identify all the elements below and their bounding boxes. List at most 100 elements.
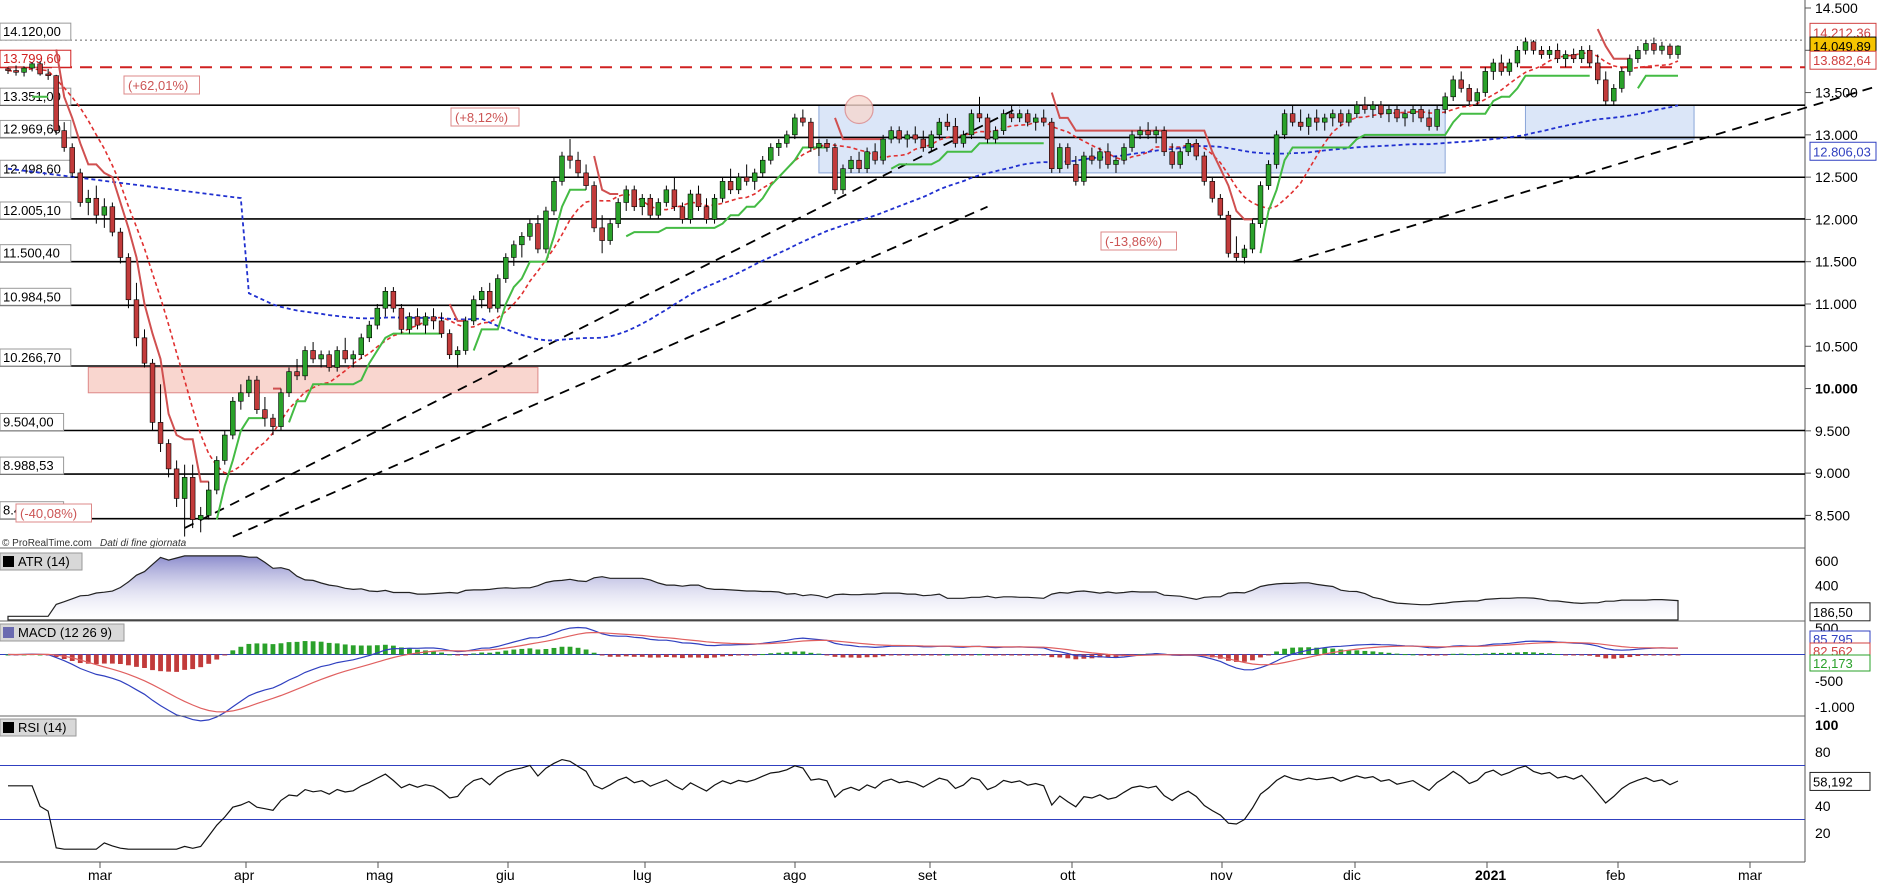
candle-body <box>1410 109 1416 115</box>
macd-hist-bar <box>1362 650 1368 655</box>
candle-body <box>1659 45 1665 51</box>
macd-hist-bar <box>439 652 444 655</box>
macd-hist-bar <box>230 650 236 655</box>
macd-hist-bar <box>134 654 139 667</box>
level-label-box <box>0 201 72 220</box>
macd-hist-bar <box>310 641 316 655</box>
candle-body <box>125 257 132 301</box>
candle-body <box>189 477 196 520</box>
annotation-label: (-13,86%) <box>1105 234 1162 249</box>
candle-body <box>438 320 445 334</box>
candle-body <box>840 168 846 191</box>
candle-body <box>1193 143 1199 157</box>
candle-body <box>751 172 758 182</box>
candle-body <box>165 443 172 470</box>
candle-body <box>69 147 75 174</box>
macd-hist-bar <box>1017 654 1023 656</box>
candle-body <box>149 362 156 423</box>
candle-body <box>1635 49 1641 60</box>
candle-body <box>856 159 862 169</box>
candle-body <box>1627 58 1633 72</box>
price-tag-label: 14.049,89 <box>1813 39 1871 54</box>
macd-hist-bar <box>744 654 750 656</box>
candle-body <box>992 130 999 140</box>
candle-body <box>880 138 886 161</box>
candle-body <box>495 278 501 309</box>
candle-body <box>944 121 951 127</box>
macd-hist-bar <box>800 651 806 655</box>
macd-hist-bar <box>1434 654 1440 656</box>
macd-hist-bar <box>126 654 131 666</box>
candle-body <box>462 320 469 351</box>
macd-hist-bar <box>190 654 196 670</box>
level-label: 11.500,40 <box>3 246 60 261</box>
candle-body <box>920 138 926 148</box>
supertrend-line <box>215 417 265 520</box>
macd-hist-bar <box>720 654 725 657</box>
candle-body <box>1619 71 1625 89</box>
macd-hist-bar <box>808 652 814 655</box>
macd-hist-bar <box>872 654 878 658</box>
macd-hist-bar <box>1603 654 1609 659</box>
candle-body <box>968 113 975 136</box>
macd-hist-bar <box>535 649 541 655</box>
macd-hist-bar <box>463 654 469 656</box>
candle-body <box>1313 117 1320 123</box>
candle-body <box>133 299 140 339</box>
macd-hist-bar <box>431 651 436 655</box>
macd-hist-bar <box>278 643 284 655</box>
candle-body <box>1041 117 1047 123</box>
macd-hist-bar <box>174 654 180 672</box>
candle-body <box>1514 49 1521 64</box>
candle-body <box>181 477 188 499</box>
price-tag <box>1809 602 1871 622</box>
x-tick-label: feb <box>1606 867 1626 883</box>
candle-body <box>326 354 332 368</box>
candle-body <box>37 63 43 75</box>
macd-hist-bar <box>1651 654 1657 656</box>
candle-body <box>1330 113 1336 119</box>
candle-body <box>776 143 782 148</box>
supertrend-line <box>890 142 1044 170</box>
macd-hist-bar <box>93 654 99 665</box>
macd-hist-bar <box>206 654 212 664</box>
y-tick-label: 400 <box>1815 578 1839 594</box>
macd-hist-bar <box>1242 654 1247 662</box>
candle-body <box>454 350 461 356</box>
candle-body <box>1057 147 1063 169</box>
macd-hist-bar <box>768 653 774 655</box>
candle-body <box>936 121 943 136</box>
candle-body <box>607 223 613 241</box>
watermark: © ProRealTime.com <box>2 538 92 549</box>
price-tag-label: 12.806,03 <box>1813 144 1871 159</box>
consolidation-zone-red <box>87 366 539 394</box>
macd-hist-bar <box>832 654 838 657</box>
macd-hist-bar <box>1282 648 1287 655</box>
panel-title-box <box>0 718 77 737</box>
macd-hist-bar <box>294 641 300 655</box>
candle-body <box>768 147 774 161</box>
candle-body <box>430 316 437 322</box>
macd-hist-bar <box>888 654 894 656</box>
candle-body <box>1097 151 1103 161</box>
y-tick-label: -500 <box>1815 673 1843 689</box>
candle-body <box>735 176 742 191</box>
panel-title: ATR (14) <box>18 554 70 569</box>
candle-body <box>695 193 702 208</box>
macd-hist-bar <box>952 654 958 656</box>
candle-body <box>406 316 413 330</box>
atr-area <box>7 555 1679 621</box>
x-tick-label: apr <box>234 867 255 883</box>
macd-hist-bar <box>961 654 966 656</box>
macd-hist-bar <box>1322 648 1328 655</box>
candle-body <box>5 68 11 71</box>
y-tick-label: 11.000 <box>1815 296 1857 312</box>
macd-hist-bar <box>366 645 372 655</box>
candle-body <box>1498 62 1505 72</box>
price-tag-label: 12,173 <box>1813 656 1853 671</box>
macd-hist-bar <box>246 643 252 655</box>
y-tick-label: 13.000 <box>1815 127 1858 143</box>
candle-body <box>390 290 397 309</box>
candle-body <box>230 400 236 436</box>
